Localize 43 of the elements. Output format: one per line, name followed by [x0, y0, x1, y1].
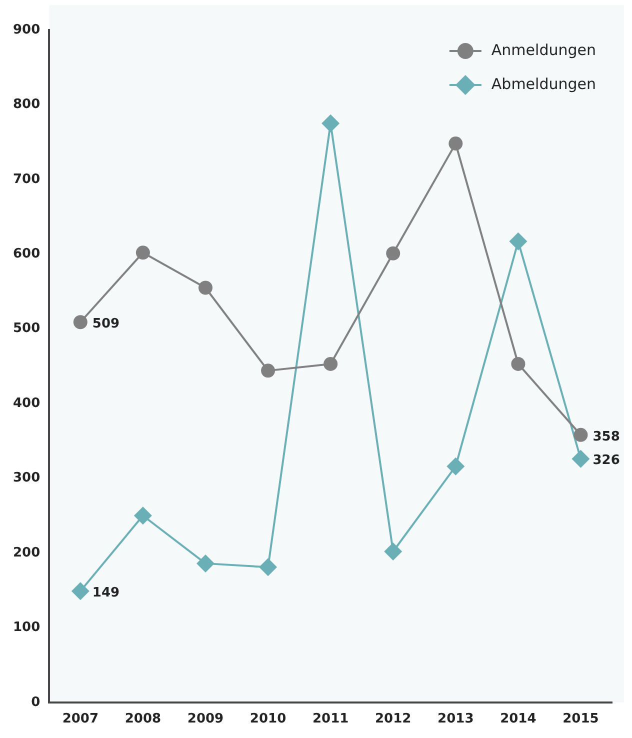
x-tick-label: 2010	[250, 712, 286, 727]
x-tick-label: 2015	[562, 712, 599, 727]
x-tick-label: 2013	[438, 712, 474, 727]
x-tick-label: 2011	[312, 712, 349, 727]
point	[259, 558, 278, 576]
point	[572, 450, 590, 468]
y-tick-label: 200	[12, 545, 40, 560]
point	[134, 506, 152, 525]
y-tick-label: 300	[12, 470, 40, 486]
point	[386, 246, 400, 260]
x-tick-label: 2012	[375, 712, 412, 727]
point	[509, 232, 528, 250]
y-tick-label: 800	[12, 97, 40, 112]
point	[261, 364, 276, 378]
data-label: 358	[592, 429, 620, 444]
point	[511, 356, 526, 371]
y-tick-label: 600	[12, 246, 40, 262]
data-label: 326	[592, 453, 620, 468]
y-tick-label: 700	[12, 172, 40, 187]
x-tick-label: 2009	[187, 712, 224, 727]
y-tick-label: 100	[12, 620, 40, 636]
y-tick-label: 900	[12, 22, 40, 38]
data-label: 149	[92, 585, 120, 600]
data-label: 509	[92, 316, 120, 332]
point	[384, 542, 402, 560]
x-tick-label: 2014	[500, 712, 536, 727]
point	[324, 356, 338, 371]
point	[71, 582, 90, 600]
x-tick-label: 2007	[62, 712, 98, 727]
point	[446, 457, 465, 476]
point	[198, 280, 212, 295]
y-tick-label: 500	[12, 321, 40, 336]
y-tick-label: 0	[31, 694, 40, 710]
point	[448, 136, 463, 151]
point	[574, 428, 588, 442]
point	[196, 554, 214, 572]
x-tick-label: 2008	[124, 712, 162, 727]
point	[73, 315, 88, 330]
point	[136, 246, 150, 260]
legend-label: Anmeldungen	[491, 40, 596, 59]
y-tick-label: 400	[12, 396, 40, 411]
legend-label: Abmeldungen	[491, 74, 596, 93]
point	[322, 114, 340, 132]
